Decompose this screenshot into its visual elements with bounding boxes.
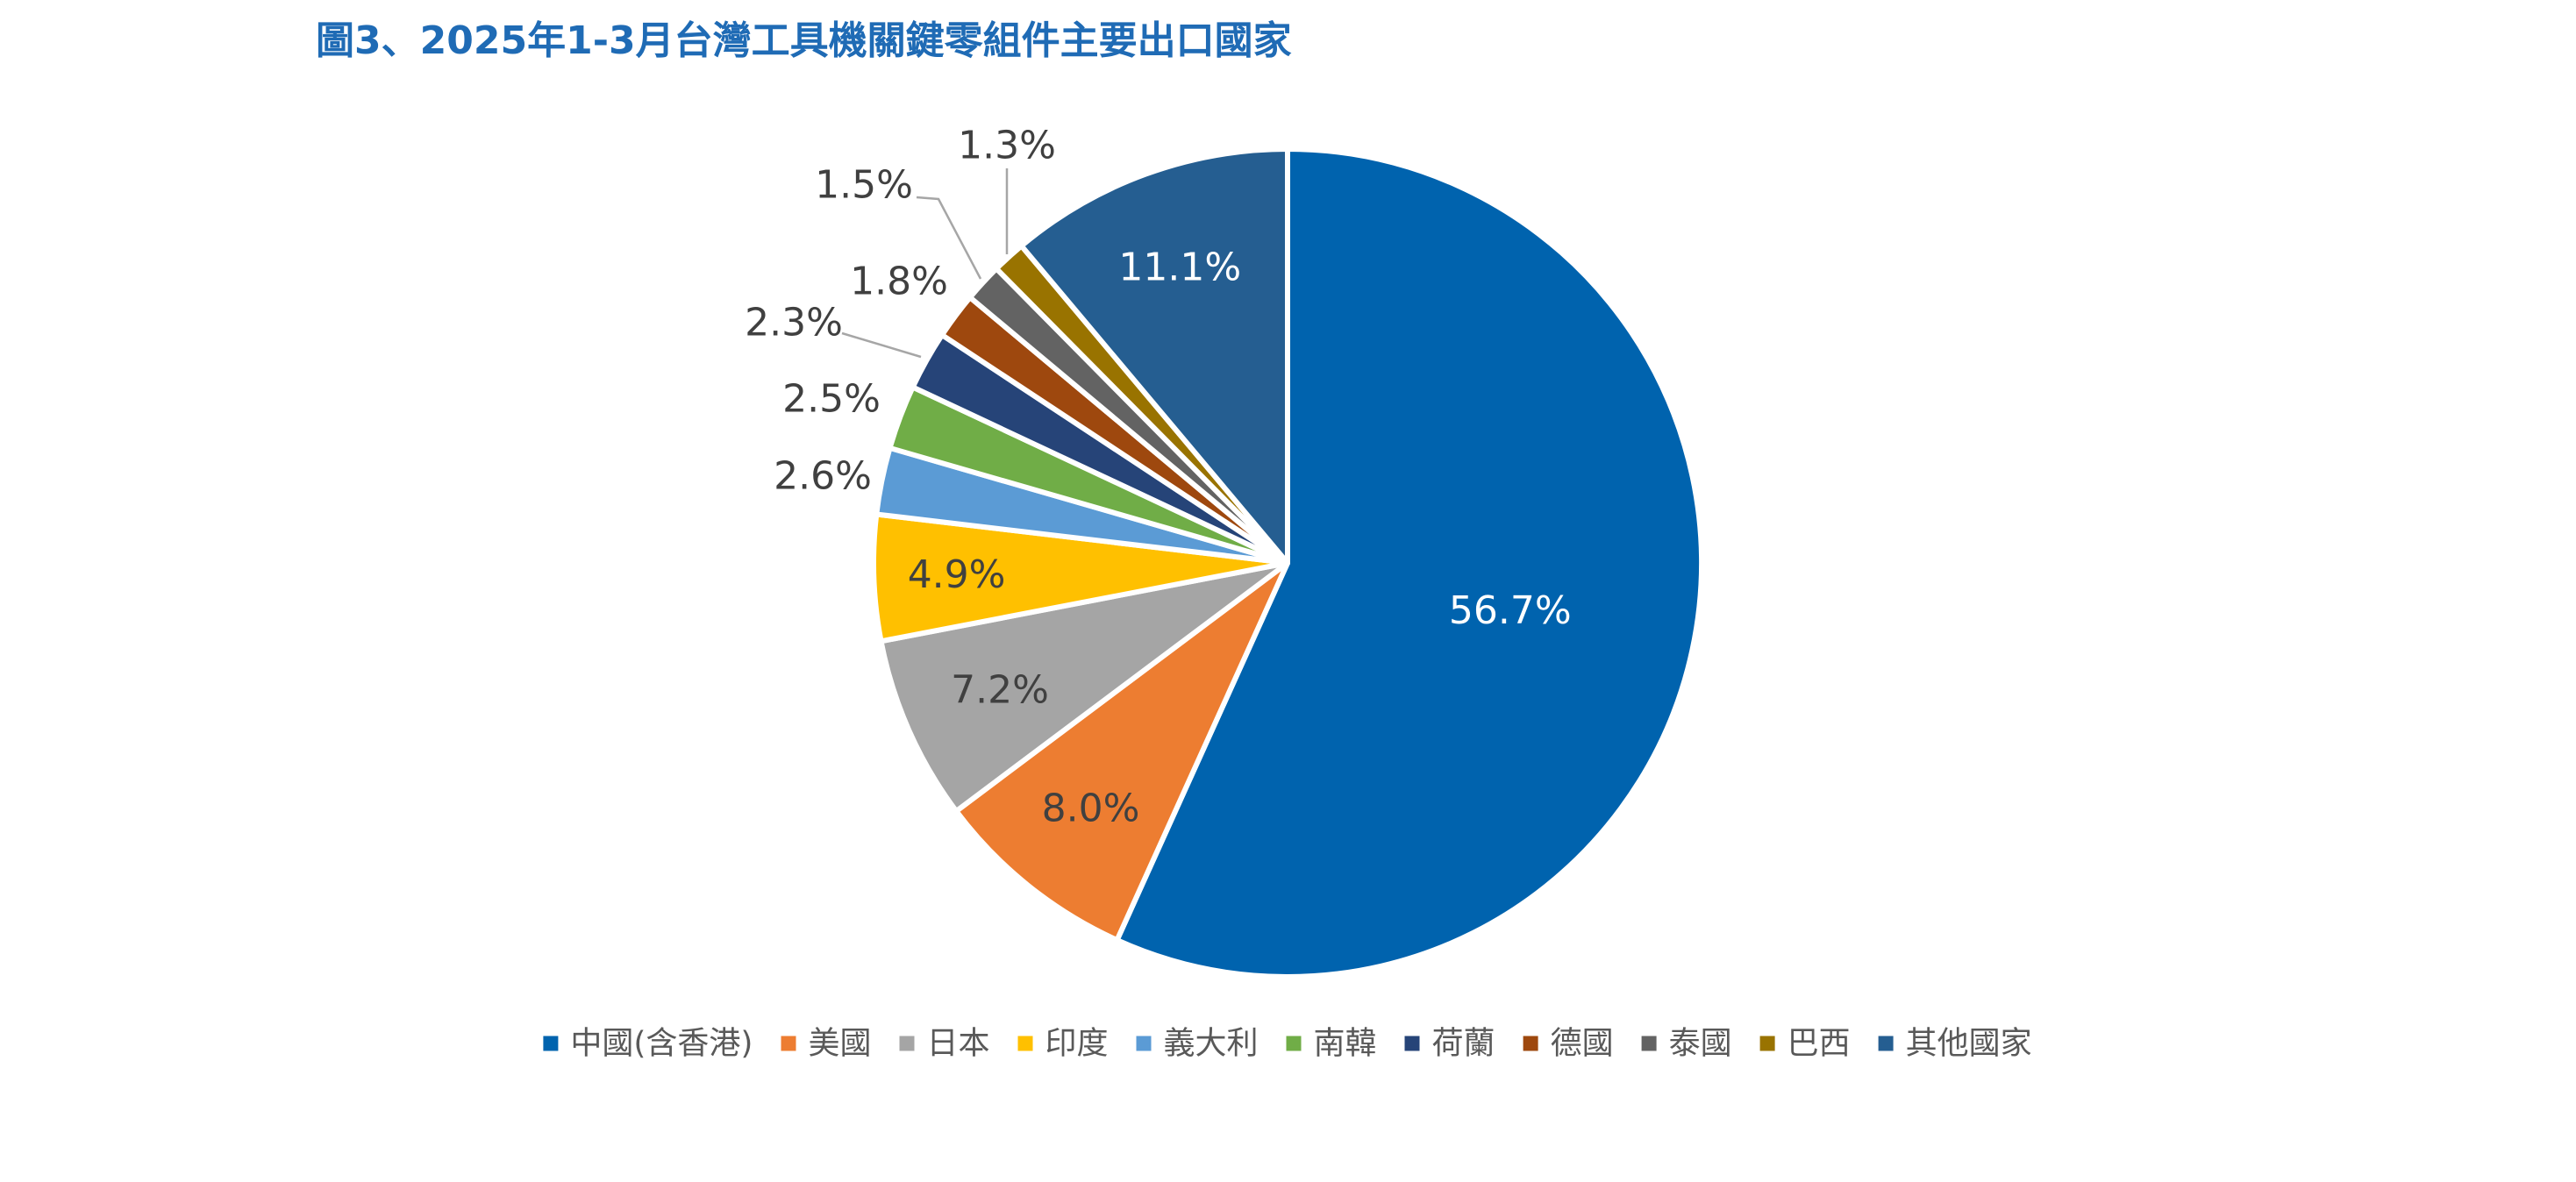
legend-marker — [781, 1036, 796, 1051]
data-label-1: 56.7% — [1449, 588, 1572, 633]
legend-item-8: 德國 — [1523, 1026, 1614, 1062]
legend-marker — [1523, 1036, 1538, 1051]
legend-marker — [899, 1036, 915, 1051]
leader-line-7 — [841, 331, 922, 359]
legend-item-11: 其他國家 — [1878, 1026, 2032, 1062]
data-label-10: 1.3% — [958, 124, 1056, 168]
legend-item-4: 印度 — [1017, 1026, 1109, 1062]
data-label-4: 4.9% — [908, 552, 1006, 597]
legend-label: 中國(含香港) — [570, 1026, 753, 1062]
legend-marker — [1286, 1036, 1302, 1051]
legend-item-3: 日本 — [899, 1026, 990, 1062]
data-labels: 56.7% 8.0% 7.2% 4.9% 2.6% 2.5% 2.3%1.8% 1.5% 1.3… — [745, 124, 1572, 831]
legend-item-10: 巴西 — [1759, 1026, 1851, 1062]
pie-slices — [871, 146, 1704, 979]
chart-title: 圖3、2025年1-3月台灣工具機關鍵零組件主要出口國家 — [316, 18, 1292, 63]
legend-item-1: 中國(含香港) — [543, 1026, 753, 1062]
legend-label: 義大利 — [1164, 1026, 1259, 1062]
data-label-8: 1.8% — [850, 260, 948, 304]
pie-slice-3 — [878, 560, 1290, 815]
leader-line-9 — [916, 196, 982, 280]
legend-label: 美國 — [809, 1026, 872, 1062]
legend-label: 日本 — [927, 1026, 990, 1062]
data-label-5: 2.6% — [774, 454, 872, 499]
pie-slice-1 — [1114, 146, 1704, 979]
legend-label: 其他國家 — [1906, 1026, 2032, 1062]
legend-marker — [1404, 1036, 1420, 1051]
legend-marker — [1017, 1036, 1033, 1051]
legend-label: 泰國 — [1669, 1026, 1732, 1062]
legend-label: 印度 — [1045, 1026, 1109, 1062]
legend-label: 巴西 — [1788, 1026, 1851, 1062]
data-label-3: 7.2% — [951, 668, 1049, 713]
legend-marker — [543, 1036, 559, 1051]
legend-marker — [1878, 1036, 1894, 1051]
legend-label: 南韓 — [1314, 1026, 1377, 1062]
legend-label: 荷蘭 — [1432, 1026, 1495, 1062]
pie-slice-11 — [1018, 146, 1290, 566]
legend-marker — [1136, 1036, 1152, 1051]
legend: 中國(含香港) 美國 日本 印度 義大利 南韓 荷蘭 德國 泰國 巴西 其他國家 — [543, 1026, 2032, 1062]
legend-marker — [1759, 1036, 1775, 1051]
data-label-7: 2.3% — [745, 301, 843, 345]
legend-marker — [1641, 1036, 1657, 1051]
legend-label: 德國 — [1551, 1026, 1614, 1062]
legend-item-6: 南韓 — [1286, 1026, 1377, 1062]
legend-item-2: 美國 — [781, 1026, 872, 1062]
leader-lines — [841, 168, 1009, 359]
legend-item-7: 荷蘭 — [1404, 1026, 1495, 1062]
legend-item-9: 泰國 — [1641, 1026, 1732, 1062]
data-label-6: 2.5% — [782, 377, 881, 422]
data-label-2: 8.0% — [1042, 786, 1140, 830]
data-label-11: 11.1% — [1118, 245, 1241, 289]
legend-item-5: 義大利 — [1136, 1026, 1259, 1062]
pie-slice-2 — [953, 560, 1290, 943]
data-label-9: 1.5% — [815, 163, 913, 208]
